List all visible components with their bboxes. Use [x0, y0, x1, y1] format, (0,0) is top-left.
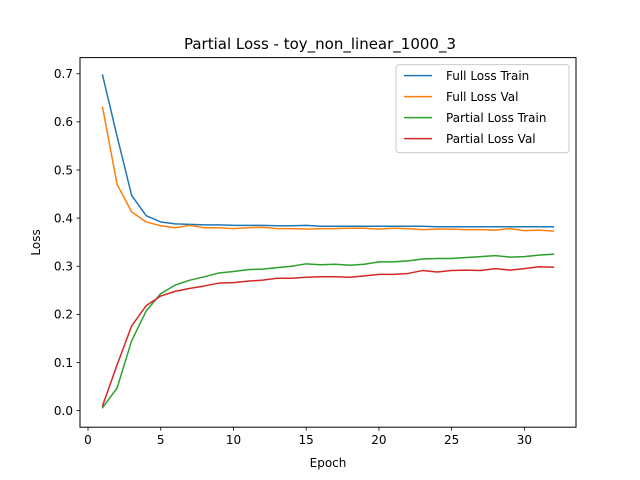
legend-label-full-loss-train: Full Loss Train [446, 69, 529, 83]
x-tick-label: 5 [157, 433, 165, 447]
y-tick-label: 0.1 [54, 356, 73, 370]
y-tick-label: 0.4 [54, 211, 73, 225]
legend-label-full-loss-val: Full Loss Val [446, 90, 518, 104]
series-line-full-loss-val [101, 106, 555, 232]
y-tick-label: 0.6 [54, 115, 73, 129]
x-tick-label: 30 [517, 433, 532, 447]
x-tick-label: 15 [299, 433, 314, 447]
series-line-partial-loss-train [101, 253, 555, 409]
y-tick-label: 0.7 [54, 67, 73, 81]
series-layer [101, 74, 555, 409]
x-axis-ticks: 0 5 10 15 20 25 30 [84, 427, 532, 447]
x-tick-label: 20 [371, 433, 386, 447]
legend: Full Loss Train Full Loss Val Partial Loss… [395, 64, 570, 154]
plot-area [79, 57, 577, 428]
y-axis-ticks: 0.0 0.1 0.2 0.3 0.4 0.5 0.6 0.7 [54, 67, 80, 418]
y-tick-label: 0.5 [54, 163, 73, 177]
x-tick-label: 0 [84, 433, 92, 447]
x-tick-label: 25 [444, 433, 459, 447]
x-tick-label: 10 [226, 433, 241, 447]
series-line-full-loss-train [101, 74, 555, 228]
y-tick-label: 0.0 [54, 404, 73, 418]
y-tick-label: 0.2 [54, 308, 73, 322]
y-axis-label: Loss [29, 229, 43, 255]
series-line-partial-loss-val [101, 265, 555, 407]
x-axis-label: Epoch [310, 456, 347, 470]
chart-title: Partial Loss - toy_non_linear_1000_3 [184, 35, 456, 54]
legend-label-partial-loss-train: Partial Loss Train [446, 111, 546, 125]
axes-frame [79, 57, 577, 428]
legend-box [395, 64, 570, 154]
legend-label-partial-loss-val: Partial Loss Val [446, 132, 536, 146]
y-tick-label: 0.3 [54, 260, 73, 274]
